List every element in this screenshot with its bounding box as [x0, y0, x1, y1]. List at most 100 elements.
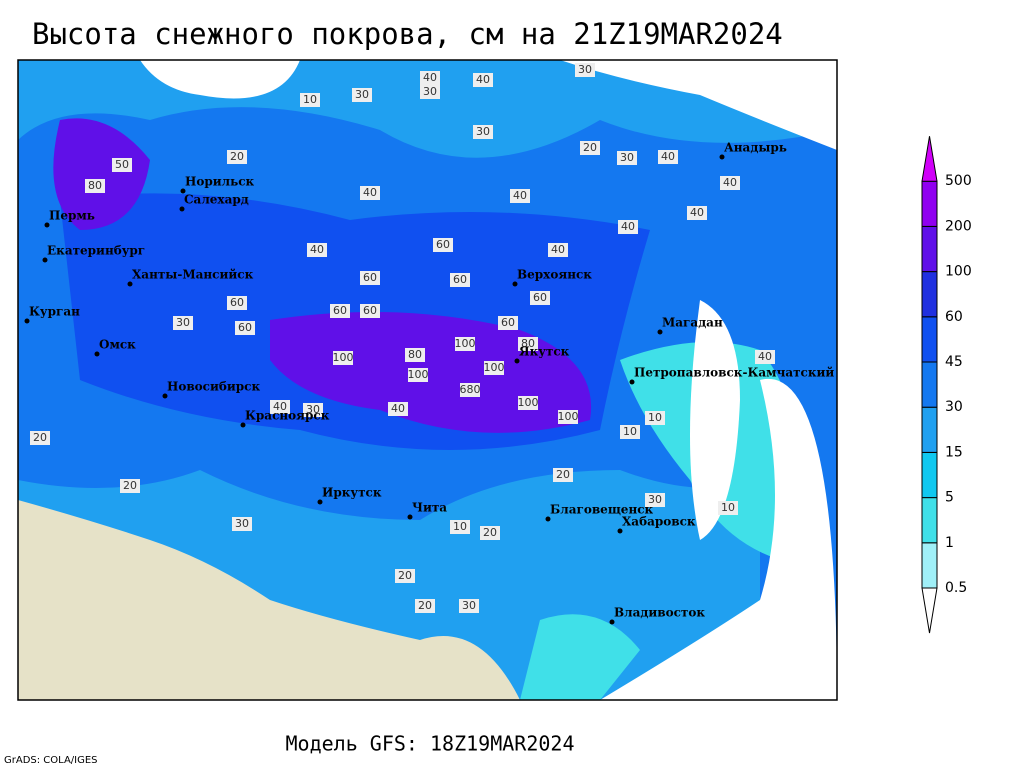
- contour-label: 40: [621, 220, 635, 233]
- colorbar-swatch: [921, 271, 938, 318]
- colorbar-label: 200: [945, 218, 972, 234]
- contour-label-box: [235, 321, 255, 335]
- city-dot: [657, 329, 663, 335]
- contour-label-box: [303, 403, 323, 417]
- contour-label-box: [395, 569, 415, 583]
- contour-label: 40: [476, 73, 490, 86]
- contour-label: 30: [176, 316, 190, 329]
- contour-label: 20: [398, 569, 412, 582]
- contour-label-box: [480, 526, 500, 540]
- colorbar-tri-low: [921, 587, 938, 634]
- contour-label-box: [360, 186, 380, 200]
- footer: Модель GFS: 18Z19MAR2024: [286, 732, 575, 756]
- city-label: Магадан: [662, 316, 723, 330]
- contour-label-box: [558, 410, 578, 424]
- city-label: Норильск: [185, 175, 255, 189]
- city-label: Владивосток: [614, 606, 705, 620]
- colorbar-swatch: [921, 225, 938, 273]
- city-dot: [545, 516, 551, 522]
- contour-label-box: [450, 520, 470, 534]
- colorbar-label: 500: [945, 173, 972, 189]
- contour-label-box: [333, 351, 353, 365]
- contour-label: 60: [533, 291, 547, 304]
- city-dot: [514, 358, 520, 364]
- contour-label: 80: [521, 337, 535, 350]
- city-label: Иркутск: [322, 486, 382, 500]
- colorbar-label: 60: [945, 309, 963, 325]
- contour-label: 40: [423, 71, 437, 84]
- contour-label-box: [530, 291, 550, 305]
- city-dot: [127, 281, 133, 287]
- title: Высота снежного покрова, см на 21Z19MAR2…: [32, 17, 783, 51]
- contour-label-box: [307, 243, 327, 257]
- contour-label-box: [658, 150, 678, 164]
- contour-label-box: [455, 337, 475, 351]
- contour-label-box: [360, 271, 380, 285]
- contour-label: 30: [423, 85, 437, 98]
- contour-label: 60: [453, 273, 467, 286]
- contour-label: 60: [363, 304, 377, 317]
- contour-label-box: [433, 238, 453, 252]
- contour-label-box: [459, 599, 479, 613]
- contour-label: 20: [33, 431, 47, 444]
- contour-label-box: [420, 85, 440, 99]
- city-dot: [407, 514, 413, 520]
- contour-label: 40: [273, 400, 287, 413]
- colorbar-label: 45: [945, 354, 963, 370]
- contour-label-box: [518, 396, 538, 410]
- contour-label-box: [227, 296, 247, 310]
- contour-label-box: [473, 125, 493, 139]
- city-dot: [629, 379, 635, 385]
- contour-label: 20: [123, 479, 137, 492]
- colorbar-swatch: [921, 542, 938, 589]
- contour-label-box: [450, 273, 470, 287]
- colorbar-swatch: [921, 361, 938, 408]
- contour-label: 30: [306, 403, 320, 416]
- city-dot: [512, 281, 518, 287]
- contour-label: 40: [723, 176, 737, 189]
- city-dot: [317, 499, 323, 505]
- contour-label: 60: [230, 296, 244, 309]
- city-dot: [240, 422, 246, 428]
- contour-label: 60: [238, 321, 252, 334]
- city-label: Красноярск: [245, 409, 330, 423]
- city-label: Верхоянск: [517, 268, 592, 282]
- city-dot: [179, 206, 185, 212]
- contour-label: 40: [310, 243, 324, 256]
- contour-label-box: [30, 431, 50, 445]
- contour-label: 20: [483, 526, 497, 539]
- colorbar-swatch: [921, 451, 938, 499]
- contour-label: 30: [648, 493, 662, 506]
- city-label: Анадырь: [724, 141, 787, 155]
- contour-label: 10: [453, 520, 467, 533]
- city-label: Пермь: [49, 209, 95, 223]
- contour-label: 30: [355, 88, 369, 101]
- city-dot: [162, 393, 168, 399]
- contour-label: 100: [455, 337, 476, 350]
- contour-label: 100: [333, 351, 354, 364]
- contour-label-box: [473, 73, 493, 87]
- contour-label: 30: [476, 125, 490, 138]
- city-label: Петропавловск-Камчатский: [634, 366, 834, 380]
- city-dot: [94, 351, 100, 357]
- city-label: Чита: [412, 501, 447, 515]
- contour-label: 60: [363, 271, 377, 284]
- contour-label-box: [553, 468, 573, 482]
- contour-label-box: [645, 411, 665, 425]
- map-frame: [17, 59, 838, 701]
- colorbar-swatch: [921, 406, 938, 453]
- contour-label-box: [352, 88, 372, 102]
- contour-label: 40: [690, 206, 704, 219]
- contour-label: 680: [460, 383, 481, 396]
- contour-label-box: [460, 383, 480, 397]
- colorbar-swatch: [921, 316, 938, 363]
- contour-label-box: [618, 220, 638, 234]
- contour-label: 20: [583, 141, 597, 154]
- city-dot: [719, 154, 725, 160]
- contour-label-box: [548, 243, 568, 257]
- contour-label-box: [484, 361, 504, 375]
- contour-label: 40: [758, 350, 772, 363]
